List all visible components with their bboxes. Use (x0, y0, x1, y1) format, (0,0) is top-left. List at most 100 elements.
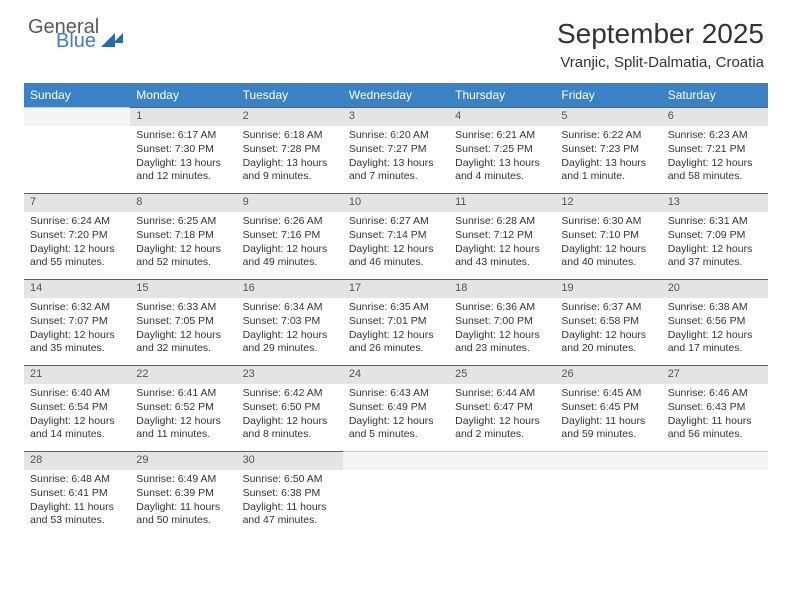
sunset-text: Sunset: 7:12 PM (455, 229, 549, 242)
calendar-cell: 3Sunrise: 6:20 AMSunset: 7:27 PMDaylight… (343, 107, 449, 193)
sunset-text: Sunset: 6:39 PM (136, 487, 230, 500)
brand-logo: General Blue (28, 18, 123, 50)
calendar-cell: 18Sunrise: 6:36 AMSunset: 7:00 PMDayligh… (449, 279, 555, 365)
sunrise-text: Sunrise: 6:26 AM (243, 215, 337, 228)
sunrise-text: Sunrise: 6:48 AM (30, 473, 124, 486)
day-number (662, 451, 768, 470)
day-number: 5 (555, 107, 661, 126)
cell-body: Sunrise: 6:33 AMSunset: 7:05 PMDaylight:… (130, 298, 236, 361)
weekday-header: Saturday (662, 83, 768, 107)
calendar-cell (449, 451, 555, 537)
weekday-header: Sunday (24, 83, 130, 107)
sunset-text: Sunset: 6:52 PM (136, 401, 230, 414)
daylight-text: Daylight: 12 hours and 58 minutes. (668, 157, 762, 183)
sunset-text: Sunset: 7:03 PM (243, 315, 337, 328)
header: General Blue September 2025 Vranjic, Spl… (0, 0, 792, 77)
day-number: 23 (237, 365, 343, 384)
sunrise-text: Sunrise: 6:17 AM (136, 129, 230, 142)
day-number: 28 (24, 451, 130, 470)
sunset-text: Sunset: 7:21 PM (668, 143, 762, 156)
day-number: 11 (449, 193, 555, 212)
title-block: September 2025 Vranjic, Split-Dalmatia, … (557, 18, 764, 71)
brand-text: General Blue (28, 18, 123, 50)
calendar-cell: 17Sunrise: 6:35 AMSunset: 7:01 PMDayligh… (343, 279, 449, 365)
day-number: 3 (343, 107, 449, 126)
daylight-text: Daylight: 11 hours and 59 minutes. (561, 415, 655, 441)
sunrise-text: Sunrise: 6:38 AM (668, 301, 762, 314)
daylight-text: Daylight: 12 hours and 52 minutes. (136, 243, 230, 269)
daylight-text: Daylight: 12 hours and 17 minutes. (668, 329, 762, 355)
daylight-text: Daylight: 11 hours and 47 minutes. (243, 501, 337, 527)
calendar-week-row: 1Sunrise: 6:17 AMSunset: 7:30 PMDaylight… (24, 107, 768, 193)
sunrise-text: Sunrise: 6:18 AM (243, 129, 337, 142)
sunrise-text: Sunrise: 6:20 AM (349, 129, 443, 142)
day-number: 21 (24, 365, 130, 384)
sunset-text: Sunset: 7:14 PM (349, 229, 443, 242)
calendar-cell (343, 451, 449, 537)
day-number: 12 (555, 193, 661, 212)
cell-body: Sunrise: 6:26 AMSunset: 7:16 PMDaylight:… (237, 212, 343, 275)
calendar-cell: 12Sunrise: 6:30 AMSunset: 7:10 PMDayligh… (555, 193, 661, 279)
sunset-text: Sunset: 6:38 PM (243, 487, 337, 500)
calendar-cell: 6Sunrise: 6:23 AMSunset: 7:21 PMDaylight… (662, 107, 768, 193)
day-number (343, 451, 449, 470)
sunrise-text: Sunrise: 6:28 AM (455, 215, 549, 228)
day-number (24, 107, 130, 126)
daylight-text: Daylight: 11 hours and 50 minutes. (136, 501, 230, 527)
cell-body: Sunrise: 6:24 AMSunset: 7:20 PMDaylight:… (24, 212, 130, 275)
cell-body: Sunrise: 6:49 AMSunset: 6:39 PMDaylight:… (130, 470, 236, 533)
sunrise-text: Sunrise: 6:23 AM (668, 129, 762, 142)
month-title: September 2025 (557, 18, 764, 50)
cell-body: Sunrise: 6:27 AMSunset: 7:14 PMDaylight:… (343, 212, 449, 275)
weekday-header: Thursday (449, 83, 555, 107)
day-number: 17 (343, 279, 449, 298)
cell-body: Sunrise: 6:34 AMSunset: 7:03 PMDaylight:… (237, 298, 343, 361)
day-number: 26 (555, 365, 661, 384)
sunrise-text: Sunrise: 6:21 AM (455, 129, 549, 142)
calendar-cell: 9Sunrise: 6:26 AMSunset: 7:16 PMDaylight… (237, 193, 343, 279)
day-number: 8 (130, 193, 236, 212)
cell-body: Sunrise: 6:30 AMSunset: 7:10 PMDaylight:… (555, 212, 661, 275)
weekday-header: Wednesday (343, 83, 449, 107)
sunrise-text: Sunrise: 6:42 AM (243, 387, 337, 400)
weekday-header: Tuesday (237, 83, 343, 107)
calendar-cell: 11Sunrise: 6:28 AMSunset: 7:12 PMDayligh… (449, 193, 555, 279)
daylight-text: Daylight: 12 hours and 55 minutes. (30, 243, 124, 269)
day-number: 18 (449, 279, 555, 298)
calendar-table: SundayMondayTuesdayWednesdayThursdayFrid… (24, 83, 768, 537)
sunrise-text: Sunrise: 6:37 AM (561, 301, 655, 314)
sunrise-text: Sunrise: 6:40 AM (30, 387, 124, 400)
cell-body: Sunrise: 6:23 AMSunset: 7:21 PMDaylight:… (662, 126, 768, 189)
sunset-text: Sunset: 6:47 PM (455, 401, 549, 414)
day-number: 2 (237, 107, 343, 126)
daylight-text: Daylight: 12 hours and 26 minutes. (349, 329, 443, 355)
daylight-text: Daylight: 12 hours and 46 minutes. (349, 243, 443, 269)
cell-body: Sunrise: 6:48 AMSunset: 6:41 PMDaylight:… (24, 470, 130, 533)
sunset-text: Sunset: 6:54 PM (30, 401, 124, 414)
day-number: 19 (555, 279, 661, 298)
sunset-text: Sunset: 7:16 PM (243, 229, 337, 242)
cell-body: Sunrise: 6:42 AMSunset: 6:50 PMDaylight:… (237, 384, 343, 447)
sunrise-text: Sunrise: 6:36 AM (455, 301, 549, 314)
sunset-text: Sunset: 7:28 PM (243, 143, 337, 156)
sunset-text: Sunset: 6:45 PM (561, 401, 655, 414)
day-number: 15 (130, 279, 236, 298)
calendar-cell: 29Sunrise: 6:49 AMSunset: 6:39 PMDayligh… (130, 451, 236, 537)
calendar-cell: 27Sunrise: 6:46 AMSunset: 6:43 PMDayligh… (662, 365, 768, 451)
calendar-cell: 26Sunrise: 6:45 AMSunset: 6:45 PMDayligh… (555, 365, 661, 451)
day-number: 9 (237, 193, 343, 212)
day-number: 7 (24, 193, 130, 212)
calendar-cell: 25Sunrise: 6:44 AMSunset: 6:47 PMDayligh… (449, 365, 555, 451)
sunset-text: Sunset: 6:50 PM (243, 401, 337, 414)
weekday-header-row: SundayMondayTuesdayWednesdayThursdayFrid… (24, 83, 768, 107)
cell-body: Sunrise: 6:43 AMSunset: 6:49 PMDaylight:… (343, 384, 449, 447)
calendar-cell: 5Sunrise: 6:22 AMSunset: 7:23 PMDaylight… (555, 107, 661, 193)
sunset-text: Sunset: 7:01 PM (349, 315, 443, 328)
calendar-cell: 21Sunrise: 6:40 AMSunset: 6:54 PMDayligh… (24, 365, 130, 451)
cell-body: Sunrise: 6:46 AMSunset: 6:43 PMDaylight:… (662, 384, 768, 447)
cell-body: Sunrise: 6:20 AMSunset: 7:27 PMDaylight:… (343, 126, 449, 189)
sunset-text: Sunset: 7:18 PM (136, 229, 230, 242)
sunrise-text: Sunrise: 6:24 AM (30, 215, 124, 228)
cell-body: Sunrise: 6:37 AMSunset: 6:58 PMDaylight:… (555, 298, 661, 361)
calendar-cell: 28Sunrise: 6:48 AMSunset: 6:41 PMDayligh… (24, 451, 130, 537)
